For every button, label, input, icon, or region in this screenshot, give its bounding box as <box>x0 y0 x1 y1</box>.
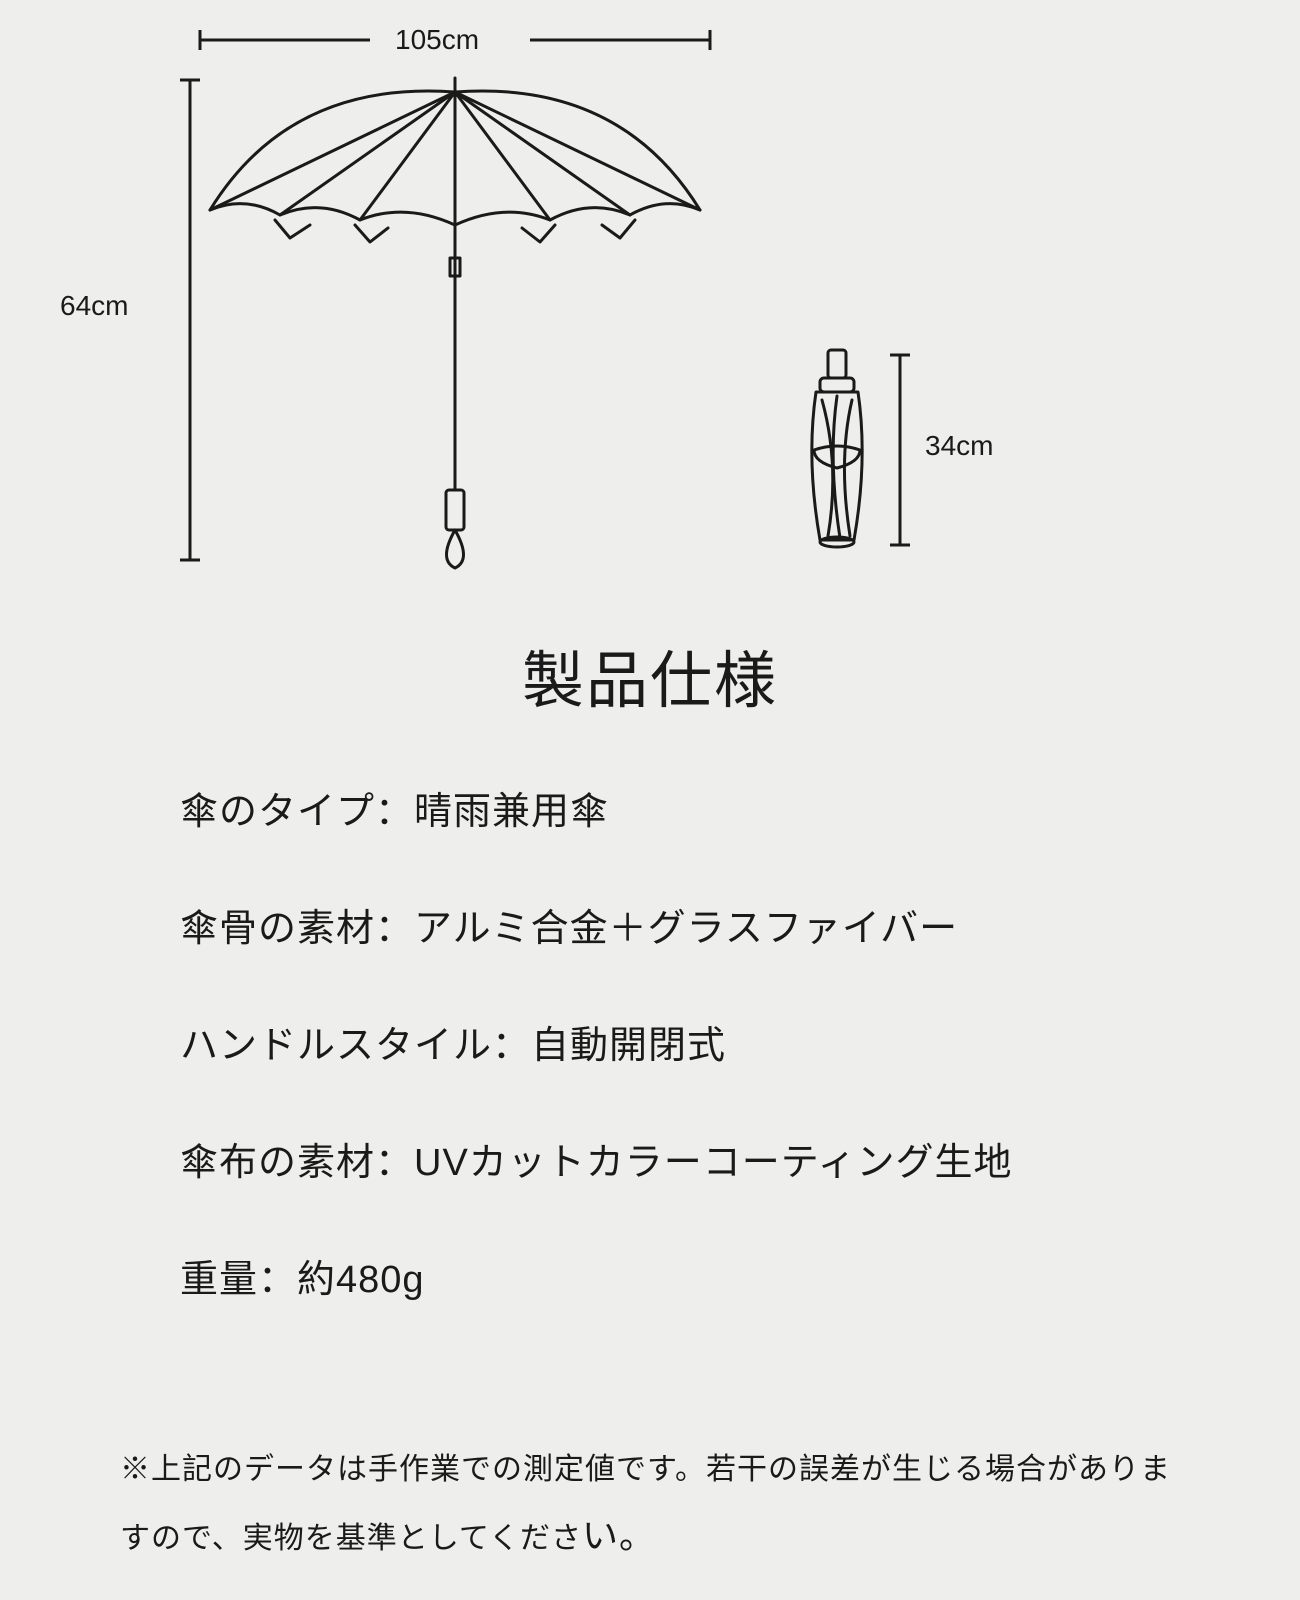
spec-label: 傘布の素材： <box>180 1142 414 1184</box>
spec-row: 傘布の素材：UVカットカラーコーティング生地 <box>180 1131 1140 1186</box>
dim-folded-label: 34cm <box>925 430 993 462</box>
spec-value: 自動開閉式 <box>531 1025 726 1067</box>
spec-row: 重量：約480g <box>180 1248 1140 1303</box>
spec-value: 約480g <box>297 1259 425 1301</box>
spec-list: 傘のタイプ：晴雨兼用傘 傘骨の素材：アルミ合金＋グラスファイバー ハンドルスタイ… <box>180 780 1140 1365</box>
spec-label: ハンドルスタイル： <box>180 1025 531 1067</box>
spec-row: ハンドルスタイル：自動開閉式 <box>180 1014 1140 1069</box>
spec-value: 晴雨兼用傘 <box>414 791 609 833</box>
spec-value: UVカットカラーコーティング生地 <box>414 1142 1013 1184</box>
page-title: 製品仕様 <box>0 630 1300 720</box>
umbrella-svg <box>170 20 1130 580</box>
spec-value: アルミ合金＋グラスファイバー <box>414 908 958 950</box>
dim-height-label: 64cm <box>60 290 128 322</box>
umbrella-diagram: 105cm 64cm 34cm <box>170 20 1130 580</box>
dim-width-label: 105cm <box>395 24 479 56</box>
footnote-end: い。 <box>582 1515 656 1556</box>
spec-label: 重量： <box>180 1259 297 1301</box>
footnote: ※上記のデータは手作業での測定値です。若干の誤差が生じる場合がありますので、実物… <box>120 1440 1200 1572</box>
spec-row: 傘骨の素材：アルミ合金＋グラスファイバー <box>180 897 1140 952</box>
spec-row: 傘のタイプ：晴雨兼用傘 <box>180 780 1140 835</box>
spec-label: 傘骨の素材： <box>180 908 414 950</box>
spec-label: 傘のタイプ： <box>180 791 414 833</box>
